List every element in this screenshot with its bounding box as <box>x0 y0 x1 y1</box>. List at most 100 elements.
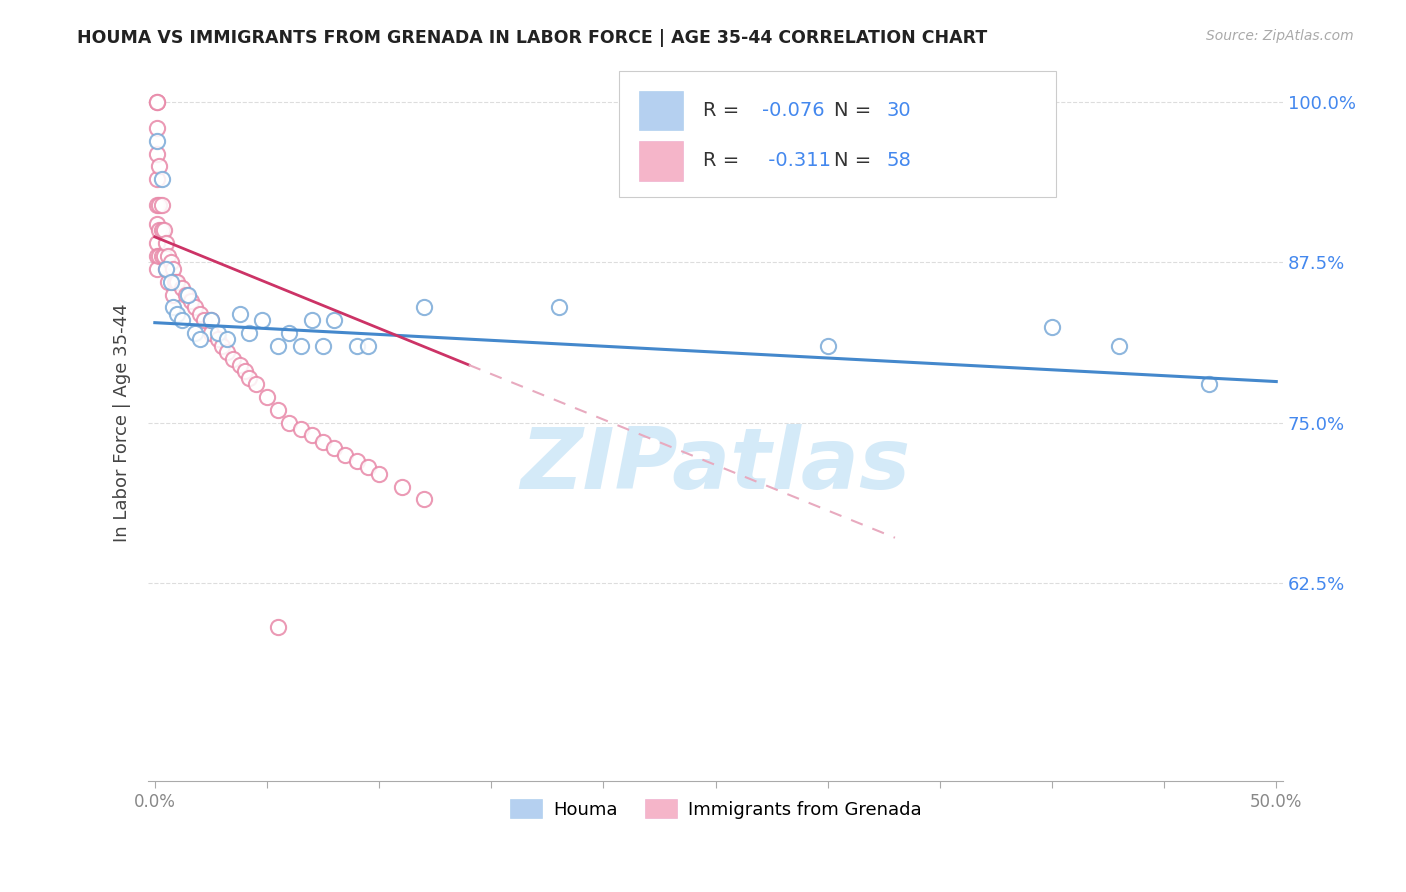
Point <box>152 223 174 237</box>
FancyBboxPatch shape <box>619 71 1056 197</box>
Point <box>211 339 233 353</box>
Point <box>323 313 346 327</box>
Point <box>177 287 200 301</box>
Point <box>413 492 436 507</box>
Point <box>215 345 238 359</box>
Point <box>335 448 357 462</box>
Point <box>301 313 323 327</box>
Text: 58: 58 <box>887 152 911 170</box>
Point <box>413 301 436 315</box>
Point <box>290 339 312 353</box>
Point <box>148 223 170 237</box>
Point <box>146 172 169 186</box>
Point <box>267 339 290 353</box>
Point <box>184 326 207 340</box>
Point <box>155 236 177 251</box>
Text: R =: R = <box>703 101 745 120</box>
Point <box>238 326 260 340</box>
Point <box>180 293 202 308</box>
Point <box>547 301 569 315</box>
Point <box>150 172 173 186</box>
Point <box>200 326 222 340</box>
Point <box>200 313 222 327</box>
Point <box>162 261 184 276</box>
Point <box>233 364 256 378</box>
Point <box>229 307 252 321</box>
Point <box>1198 377 1220 392</box>
Text: N =: N = <box>834 152 877 170</box>
Point <box>146 95 169 110</box>
Point <box>357 460 380 475</box>
Point <box>146 249 169 263</box>
Point <box>368 467 391 481</box>
Point <box>159 275 181 289</box>
Text: R =: R = <box>703 152 745 170</box>
Point <box>278 326 301 340</box>
Text: 30: 30 <box>887 101 911 120</box>
Point <box>157 249 180 263</box>
Point <box>170 313 193 327</box>
Point <box>312 339 335 353</box>
Point <box>148 198 170 212</box>
Point <box>188 307 211 321</box>
Point <box>163 275 186 289</box>
Point <box>159 255 181 269</box>
Point <box>357 339 380 353</box>
Text: HOUMA VS IMMIGRANTS FROM GRENADA IN LABOR FORCE | AGE 35-44 CORRELATION CHART: HOUMA VS IMMIGRANTS FROM GRENADA IN LABO… <box>77 29 987 46</box>
Text: Source: ZipAtlas.com: Source: ZipAtlas.com <box>1206 29 1354 43</box>
Point <box>323 441 346 455</box>
Text: N =: N = <box>834 101 877 120</box>
Point <box>188 332 211 346</box>
Point <box>174 287 197 301</box>
Point <box>278 416 301 430</box>
Point <box>267 620 290 634</box>
Point <box>346 339 368 353</box>
Point <box>207 332 229 346</box>
Point <box>166 275 188 289</box>
Text: -0.311: -0.311 <box>762 152 831 170</box>
Point <box>146 198 169 212</box>
Point <box>146 261 169 276</box>
Point <box>184 301 207 315</box>
Point <box>162 301 184 315</box>
Point <box>238 370 260 384</box>
Point <box>207 326 229 340</box>
Point <box>170 281 193 295</box>
Point <box>1040 319 1063 334</box>
FancyBboxPatch shape <box>640 141 683 180</box>
Point <box>148 160 170 174</box>
Legend: Houma, Immigrants from Grenada: Houma, Immigrants from Grenada <box>502 792 929 826</box>
Point <box>146 95 169 110</box>
Point <box>148 249 170 263</box>
Point <box>346 454 368 468</box>
Point <box>222 351 245 366</box>
Point <box>267 402 290 417</box>
FancyBboxPatch shape <box>640 91 683 130</box>
Point <box>1108 339 1130 353</box>
Point <box>152 249 174 263</box>
Point <box>146 134 169 148</box>
Point <box>252 313 274 327</box>
Point <box>301 428 323 442</box>
Point <box>146 121 169 136</box>
Point <box>245 377 267 392</box>
Point <box>391 479 413 493</box>
Text: ZIPatlas: ZIPatlas <box>520 424 911 507</box>
Point <box>146 217 169 231</box>
Text: -0.076: -0.076 <box>762 101 825 120</box>
Point <box>155 261 177 276</box>
Point <box>166 307 188 321</box>
Point <box>193 313 215 327</box>
Point <box>200 313 222 327</box>
Point <box>150 198 173 212</box>
Point <box>256 390 278 404</box>
Point <box>146 236 169 251</box>
Point <box>312 434 335 449</box>
Point <box>155 261 177 276</box>
Point <box>817 339 839 353</box>
Y-axis label: In Labor Force | Age 35-44: In Labor Force | Age 35-44 <box>114 303 131 541</box>
Point <box>150 223 173 237</box>
Point <box>162 287 184 301</box>
Point <box>215 332 238 346</box>
Point <box>157 275 180 289</box>
